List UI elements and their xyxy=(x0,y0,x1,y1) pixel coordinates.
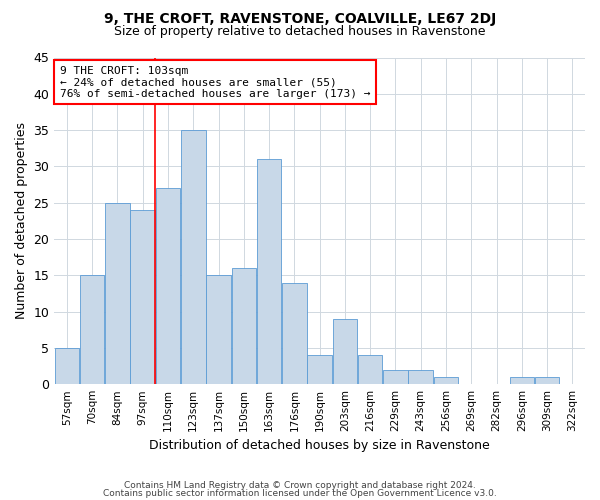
Bar xyxy=(80,276,104,384)
Bar xyxy=(509,377,534,384)
X-axis label: Distribution of detached houses by size in Ravenstone: Distribution of detached houses by size … xyxy=(149,440,490,452)
Bar xyxy=(358,355,382,384)
Text: 9, THE CROFT, RAVENSTONE, COALVILLE, LE67 2DJ: 9, THE CROFT, RAVENSTONE, COALVILLE, LE6… xyxy=(104,12,496,26)
Bar xyxy=(257,159,281,384)
Bar xyxy=(105,202,130,384)
Bar xyxy=(307,355,332,384)
Bar xyxy=(282,282,307,384)
Bar xyxy=(409,370,433,384)
Bar xyxy=(232,268,256,384)
Bar xyxy=(434,377,458,384)
Bar xyxy=(535,377,559,384)
Bar xyxy=(130,210,155,384)
Bar xyxy=(332,319,357,384)
Bar xyxy=(156,188,180,384)
Text: Size of property relative to detached houses in Ravenstone: Size of property relative to detached ho… xyxy=(114,25,486,38)
Text: 9 THE CROFT: 103sqm
← 24% of detached houses are smaller (55)
76% of semi-detach: 9 THE CROFT: 103sqm ← 24% of detached ho… xyxy=(59,66,370,99)
Bar xyxy=(206,276,231,384)
Text: Contains HM Land Registry data © Crown copyright and database right 2024.: Contains HM Land Registry data © Crown c… xyxy=(124,481,476,490)
Text: Contains public sector information licensed under the Open Government Licence v3: Contains public sector information licen… xyxy=(103,488,497,498)
Bar xyxy=(55,348,79,384)
Bar xyxy=(181,130,206,384)
Bar xyxy=(383,370,408,384)
Y-axis label: Number of detached properties: Number of detached properties xyxy=(15,122,28,320)
